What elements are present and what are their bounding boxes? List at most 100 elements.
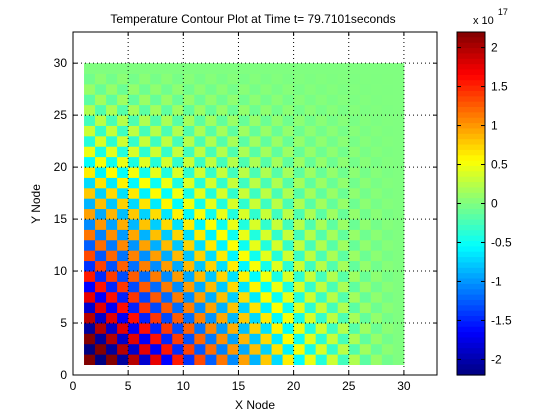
heatmap-cell: [381, 229, 394, 241]
heatmap-cell: [161, 135, 173, 147]
heatmap-cell: [172, 250, 184, 262]
heatmap-cell: [337, 83, 350, 95]
heatmap-cell: [205, 177, 217, 189]
heatmap-cell: [128, 63, 140, 74]
heatmap-cell: [293, 229, 306, 241]
heatmap-cell: [359, 94, 372, 106]
heatmap-cell: [260, 125, 272, 137]
heatmap-cell: [315, 271, 328, 282]
heatmap-cell: [271, 239, 283, 251]
heatmap-cell: [392, 146, 405, 158]
heatmap-cell: [117, 187, 129, 199]
heatmap-cell: [227, 281, 239, 293]
heatmap-cell: [128, 333, 140, 345]
heatmap-cell: [392, 167, 405, 178]
heatmap-cell: [106, 94, 118, 106]
colorbar-segment: [457, 155, 485, 162]
heatmap-cell: [227, 343, 239, 355]
heatmap-cell: [216, 156, 228, 168]
colorbar-segment: [457, 85, 485, 92]
heatmap-cell: [392, 208, 405, 220]
heatmap-cell: [370, 177, 383, 189]
heatmap-cell: [315, 177, 328, 189]
heatmap-cell: [117, 63, 129, 74]
heatmap-cell: [249, 167, 261, 178]
heatmap-cell: [293, 146, 306, 158]
heatmap-cell: [227, 73, 239, 85]
heatmap-cell: [315, 73, 328, 85]
heatmap-cell: [139, 291, 151, 303]
heatmap-cell: [326, 302, 339, 314]
heatmap-cell: [260, 115, 272, 126]
heatmap-cell: [95, 156, 107, 168]
colorbar-segment: [457, 149, 485, 156]
heatmap-cell: [128, 146, 140, 158]
heatmap-cell: [392, 281, 405, 293]
heatmap-cell: [337, 312, 350, 324]
heatmap-cell: [337, 94, 350, 106]
heatmap-cell: [95, 94, 107, 106]
heatmap-cell: [381, 271, 394, 282]
heatmap-cell: [139, 354, 151, 365]
heatmap-cell: [326, 219, 339, 230]
heatmap-cell: [150, 271, 162, 282]
heatmap-cell: [227, 156, 239, 168]
heatmap-cell: [260, 156, 272, 168]
heatmap-cell: [150, 229, 162, 241]
heatmap-cell: [95, 83, 107, 95]
heatmap-cell: [315, 115, 328, 126]
heatmap-cell: [205, 323, 217, 334]
heatmap-cell: [205, 271, 217, 282]
heatmap-cell: [315, 63, 328, 74]
heatmap-cell: [326, 94, 339, 106]
chart-title: Temperature Contour Plot at Time t= 79.7…: [110, 12, 395, 26]
heatmap-cell: [271, 198, 283, 210]
heatmap-cell: [106, 156, 118, 168]
heatmap-cell: [95, 63, 107, 74]
heatmap-cell: [194, 208, 206, 220]
colorbar-segment: [457, 112, 485, 119]
heatmap-cell: [282, 219, 295, 230]
heatmap-cell: [139, 63, 151, 74]
heatmap-cell: [282, 271, 295, 282]
heatmap-cell: [326, 135, 339, 147]
heatmap-cell: [282, 104, 295, 116]
heatmap-cell: [282, 281, 295, 293]
heatmap-cell: [304, 250, 317, 262]
heatmap-cell: [194, 115, 206, 126]
heatmap-cell: [315, 312, 328, 324]
heatmap-cell: [238, 219, 250, 230]
heatmap-cell: [326, 115, 339, 126]
heatmap-cell: [205, 260, 217, 272]
heatmap-cell: [117, 73, 129, 85]
colorbar-multiplier: x 10 17: [473, 7, 508, 27]
x-axis-label: X Node: [235, 398, 275, 412]
heatmap-cell: [392, 63, 405, 74]
heatmap-cell: [348, 271, 361, 282]
heatmap-cell: [150, 94, 162, 106]
heatmap-cell: [381, 94, 394, 106]
heatmap-cell: [381, 73, 394, 85]
heatmap-cell: [348, 187, 361, 199]
heatmap-cell: [315, 135, 328, 147]
heatmap-cell: [370, 104, 383, 116]
heatmap-cell: [359, 291, 372, 303]
heatmap-cell: [337, 167, 350, 178]
heatmap-cell: [260, 291, 272, 303]
heatmap-cell: [194, 73, 206, 85]
heatmap-cell: [84, 239, 96, 251]
heatmap-cell: [172, 156, 184, 168]
heatmap-cell: [139, 125, 151, 137]
x-tick-label: 5: [125, 379, 132, 393]
heatmap-cell: [95, 333, 107, 345]
heatmap-cell: [392, 83, 405, 95]
heatmap-cell: [150, 281, 162, 293]
heatmap-cell: [293, 63, 306, 74]
heatmap-cell: [183, 198, 195, 210]
heatmap-cell: [293, 323, 306, 334]
heatmap-cell: [84, 250, 96, 262]
heatmap-cell: [117, 281, 129, 293]
heatmap-cell: [271, 135, 283, 147]
heatmap-cell: [304, 156, 317, 168]
colorbar-segment: [457, 294, 485, 301]
